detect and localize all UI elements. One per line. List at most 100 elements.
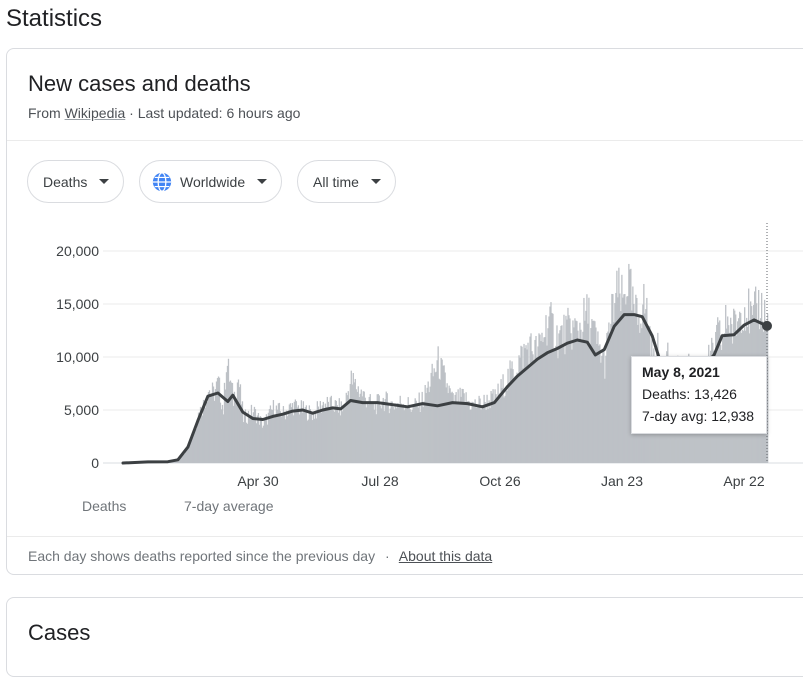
deaths-bar [473, 406, 475, 463]
deaths-bar [273, 417, 276, 463]
deaths-bar [458, 402, 460, 463]
deaths-bar [608, 322, 610, 463]
deaths-bar [441, 359, 443, 463]
deaths-bar [246, 423, 249, 463]
legend-deaths[interactable]: Deaths [82, 498, 127, 514]
deaths-bar [496, 399, 498, 463]
chevron-down-icon [257, 179, 268, 184]
deaths-bar [257, 412, 260, 463]
deaths-bar [413, 406, 415, 463]
deaths-bar [505, 387, 507, 463]
deaths-bar [309, 409, 312, 463]
deaths-bar [494, 389, 496, 463]
deaths-bar [230, 382, 233, 463]
deaths-bar [485, 410, 487, 463]
deaths-bar [553, 350, 555, 463]
deaths-bar [586, 294, 588, 463]
metric-dropdown[interactable]: Deaths [27, 160, 125, 203]
deaths-bar [487, 408, 489, 463]
deaths-bar [330, 395, 332, 463]
deaths-bar [571, 349, 573, 463]
deaths-bar [520, 345, 522, 463]
deaths-bar [624, 294, 626, 463]
deaths-bar [326, 396, 328, 463]
deaths-bar [200, 414, 203, 463]
deaths-bar [511, 361, 513, 463]
legend-average[interactable]: 7-day average [184, 498, 274, 514]
about-data-link[interactable]: About this data [398, 548, 493, 564]
deaths-bar [481, 405, 483, 463]
deaths-bar [560, 325, 562, 463]
deaths-bar [449, 388, 451, 463]
deaths-chart[interactable]: 20,000 15,000 10,000 5,000 0 Apr 30 Jul 28 Oct… [7, 49, 803, 529]
divider [7, 140, 803, 141]
region-dropdown[interactable]: Worldwide [139, 160, 283, 203]
globe-icon [152, 171, 172, 192]
deaths-bar [395, 408, 397, 463]
metric-label: Deaths [43, 173, 88, 190]
deaths-bar [425, 393, 427, 463]
deaths-bar [593, 320, 595, 463]
deaths-bar [499, 392, 501, 463]
footer-text: Each day shows deaths reported since the… [28, 548, 376, 564]
deaths-bar [240, 404, 243, 463]
tooltip-date: May 8, 2021 [642, 364, 720, 380]
deaths-bar [255, 423, 258, 463]
deaths-bar [222, 414, 225, 463]
deaths-bar [277, 403, 280, 463]
deaths-bar [415, 400, 417, 463]
deaths-bar [623, 294, 625, 463]
deaths-bar [259, 416, 262, 463]
deaths-bar [336, 405, 338, 463]
deaths-bar [467, 400, 469, 463]
deaths-bar [514, 376, 516, 463]
deaths-bar [349, 383, 351, 463]
deaths-bar [185, 450, 188, 463]
region-label: Worldwide [180, 173, 246, 190]
deaths-bar [378, 395, 380, 463]
deaths-bar [386, 393, 388, 463]
deaths-bar [596, 343, 598, 463]
x-tick-label: Apr 22 [723, 473, 764, 489]
deaths-bar [344, 406, 346, 463]
deaths-bar [224, 389, 227, 463]
cases-title: Cases [28, 620, 91, 645]
deaths-bar [577, 330, 579, 463]
deaths-bar [376, 394, 378, 463]
deaths-bar [574, 318, 576, 463]
deaths-bar [325, 406, 327, 463]
deaths-bar [612, 294, 614, 463]
deaths-bar [379, 405, 381, 463]
deaths-bar [400, 403, 402, 463]
deaths-bar [316, 401, 318, 463]
deaths-bar [188, 441, 191, 463]
deaths-bar [342, 406, 344, 463]
deaths-bar [434, 372, 436, 463]
deaths-bar [368, 396, 370, 463]
range-dropdown[interactable]: All time [297, 160, 396, 203]
deaths-bar [568, 315, 570, 463]
deaths-bar [626, 296, 628, 463]
deaths-bar [579, 322, 581, 463]
deaths-bar [604, 378, 606, 463]
deaths-bar [404, 405, 406, 463]
deaths-bar [444, 372, 446, 463]
last-updated: · Last updated: 6 hours ago [129, 105, 301, 121]
deaths-bar [616, 270, 618, 463]
deaths-bar [266, 424, 269, 463]
deaths-bar [506, 390, 508, 463]
deaths-bar [451, 391, 453, 463]
wikipedia-link[interactable]: Wikipedia [64, 105, 126, 121]
deaths-bar [443, 365, 445, 463]
deaths-bar [460, 396, 462, 463]
deaths-bar [248, 417, 251, 463]
deaths-bar [332, 410, 334, 463]
deaths-bar [194, 429, 197, 463]
deaths-bar [319, 401, 321, 463]
deaths-bar [526, 349, 528, 463]
deaths-bar [429, 386, 431, 463]
deaths-bar [592, 320, 594, 463]
deaths-bar [359, 393, 361, 463]
deaths-bar [630, 268, 632, 463]
deaths-bar [614, 303, 616, 463]
